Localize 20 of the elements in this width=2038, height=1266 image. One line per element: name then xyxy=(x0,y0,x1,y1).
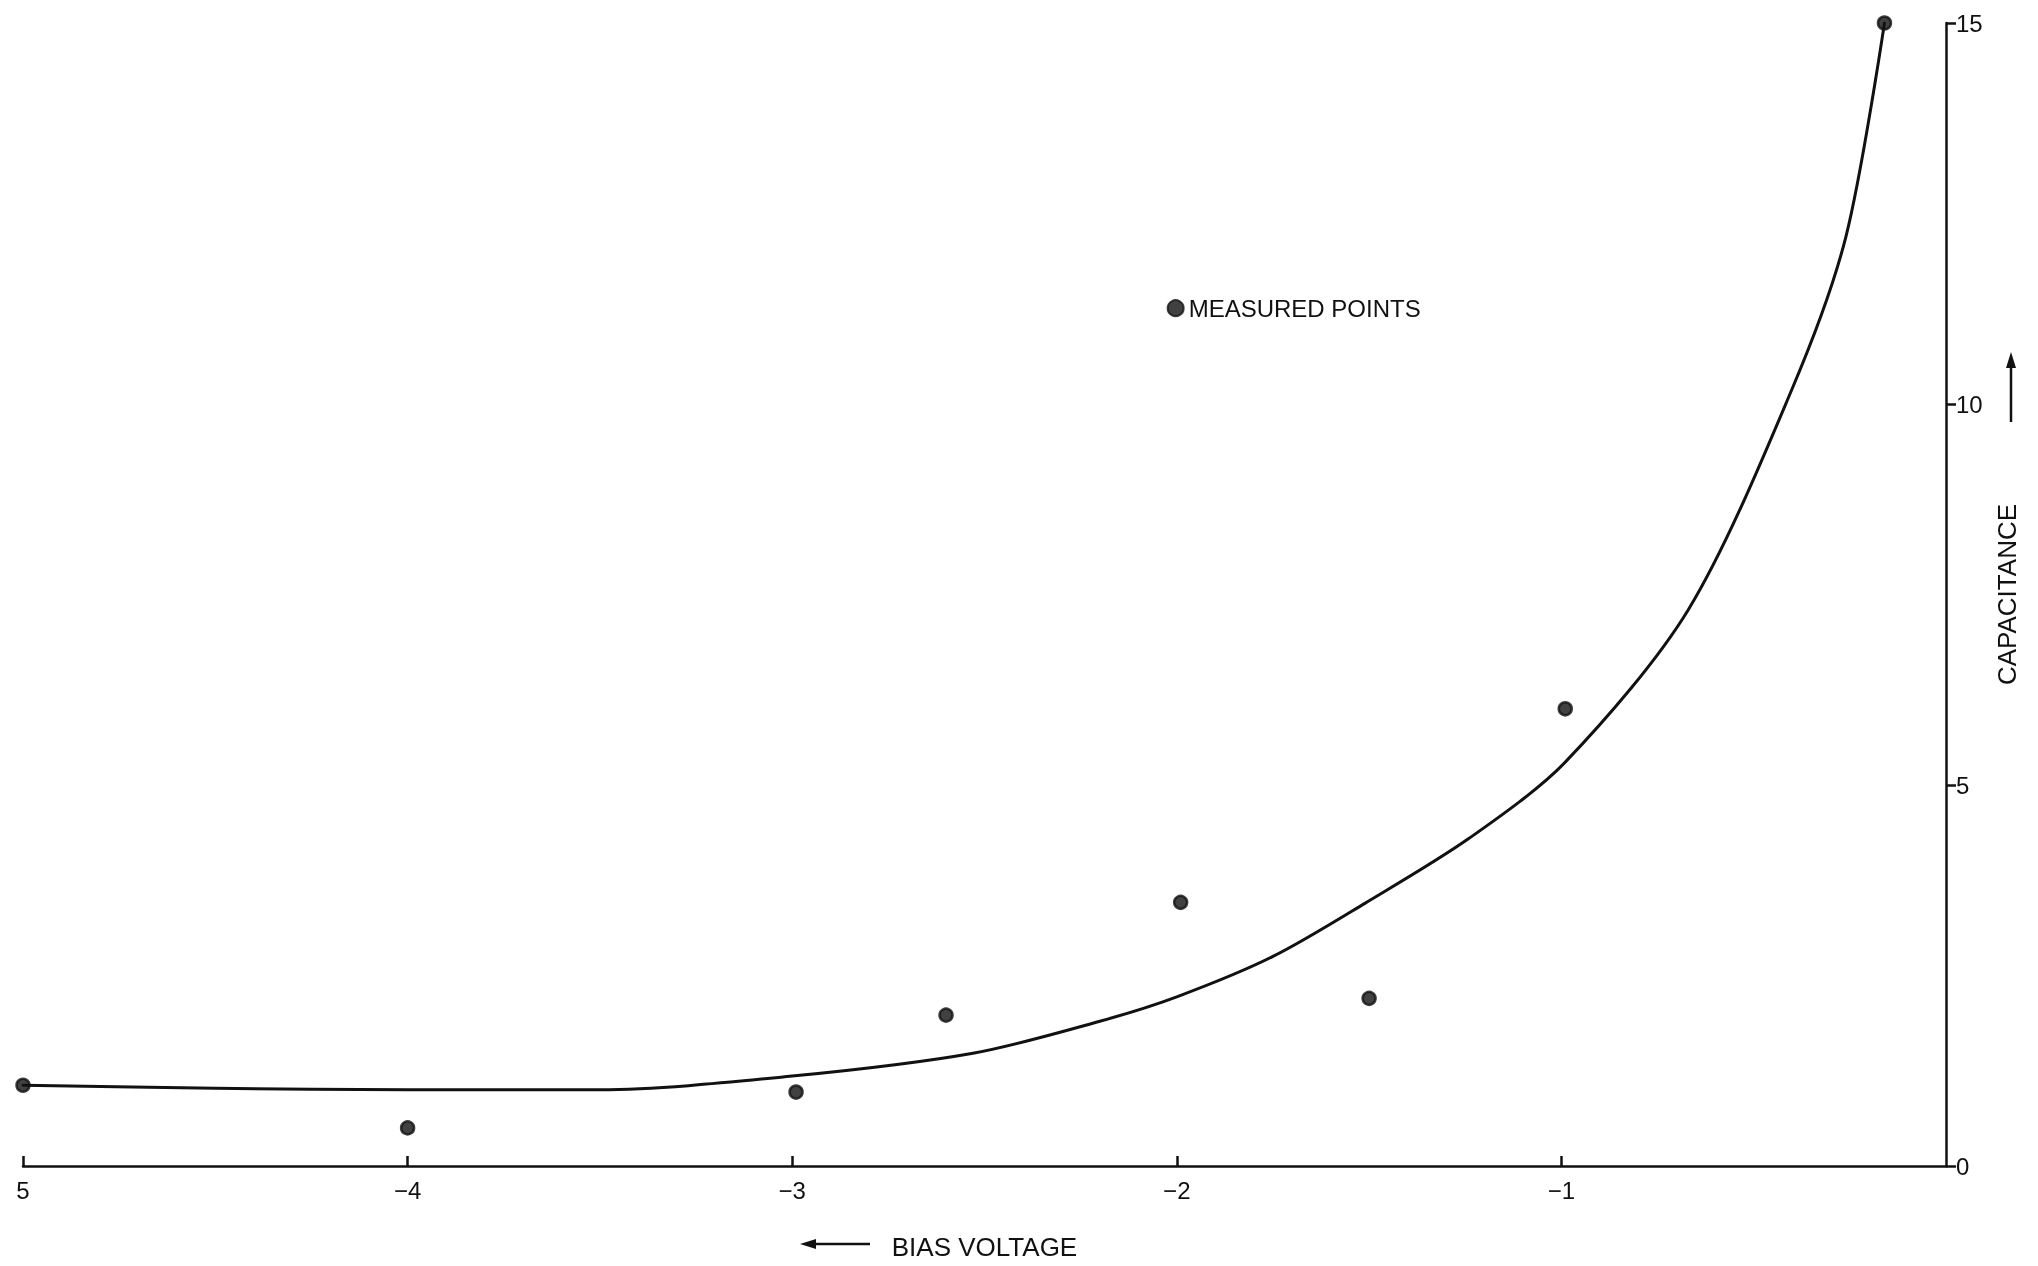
x-tick-label: 5 xyxy=(16,1176,30,1204)
point xyxy=(1557,701,1573,717)
x-axis-title: BIAS VOLTAGE xyxy=(891,1232,1078,1262)
x-tick-label: −3 xyxy=(778,1176,806,1204)
x-tick-label: −1 xyxy=(1547,1176,1576,1204)
y-tick-label: 15 xyxy=(1956,9,1983,37)
y-axis-title: CAPACITANCE xyxy=(1992,503,2022,686)
x-tick-label: −2 xyxy=(1163,1176,1191,1204)
y-tick-label: 5 xyxy=(1956,771,1970,799)
point xyxy=(788,1084,804,1100)
y-tick-label: 0 xyxy=(1956,1152,1970,1180)
point xyxy=(399,1120,416,1136)
legend-label: MEASURED POINTS xyxy=(1188,294,1421,322)
y-tick-label: 10 xyxy=(1956,390,1983,418)
point xyxy=(938,1007,954,1023)
point xyxy=(15,1077,31,1093)
point xyxy=(1172,894,1189,911)
point xyxy=(1361,990,1377,1007)
point xyxy=(1876,15,1893,31)
x-tick-label: −4 xyxy=(393,1176,422,1204)
